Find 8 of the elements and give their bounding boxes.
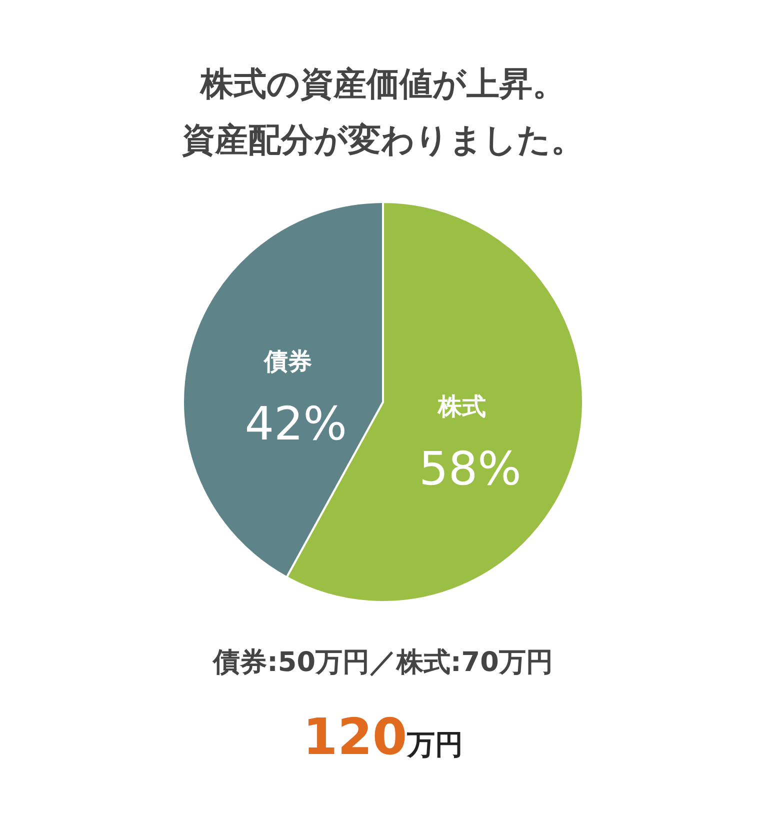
data-label: 42% [244,396,347,451]
slice-label: 株式 [437,392,486,420]
chart-subtitle: 資産配分が変わりました。 [181,120,584,159]
text: 120万円 [302,708,464,766]
slice-label: 債券 [262,348,312,376]
text: 債券:50万円／株式:70万円 [212,647,553,678]
data-label: 58% [419,441,522,496]
chart-title: 株式の資産価値が上昇。 [200,64,566,103]
